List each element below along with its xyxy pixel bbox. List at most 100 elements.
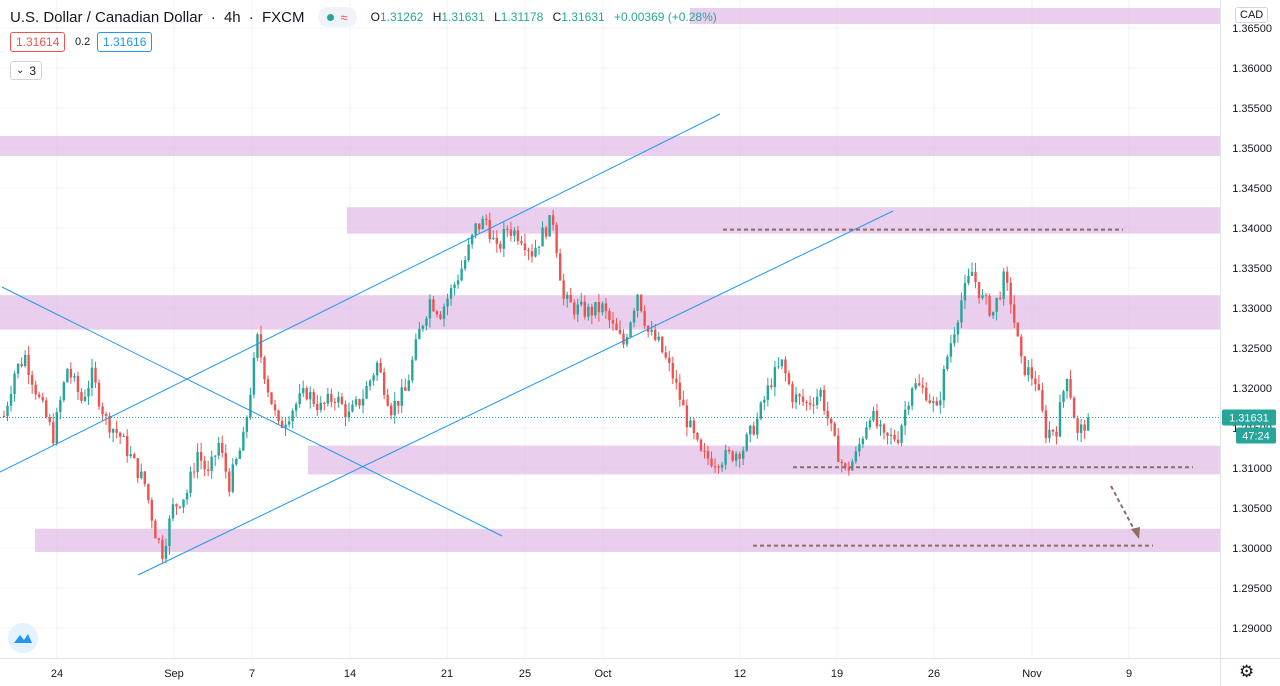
candle-body	[604, 303, 608, 312]
currency-label[interactable]: CAD	[1235, 7, 1269, 23]
candle-body	[337, 396, 340, 403]
candle-body	[720, 464, 724, 468]
candle-body	[555, 224, 558, 254]
candle-body	[495, 237, 498, 244]
y-tick-label: 1.35500	[1232, 103, 1272, 115]
candle-body	[573, 302, 576, 315]
candle-body	[801, 396, 805, 402]
candle-body	[1020, 336, 1023, 357]
candle-body	[756, 418, 759, 435]
y-tick-label: 1.29500	[1232, 583, 1272, 595]
candle-body	[914, 383, 917, 389]
symbol-name: U.S. Dollar / Canadian Dollar	[10, 8, 203, 26]
candle-body	[576, 304, 579, 315]
candle-body	[632, 310, 636, 323]
candle-body	[136, 458, 139, 479]
candle-body	[953, 334, 956, 344]
candle-body	[597, 302, 601, 313]
candle-body	[558, 253, 562, 281]
candle-body	[309, 392, 312, 400]
candle-body	[692, 420, 696, 433]
candle-body	[1069, 378, 1072, 398]
candle-body	[1034, 378, 1037, 385]
candle-body	[590, 306, 594, 316]
candle-body	[351, 404, 354, 412]
candle-body	[161, 539, 164, 559]
y-tick-label: 1.29000	[1232, 623, 1272, 635]
candle-body	[126, 436, 129, 457]
candle-body	[777, 366, 780, 368]
close-value: 1.31631	[561, 10, 605, 24]
candle-body	[738, 453, 741, 459]
interval-label: 4h	[223, 8, 241, 26]
candle-body	[168, 518, 171, 546]
y-tick-label: 1.30500	[1232, 503, 1272, 515]
candle-body	[305, 388, 308, 400]
candle-body	[752, 425, 755, 435]
candle-body	[998, 297, 1002, 299]
candle-body	[956, 322, 960, 335]
ohlc-values: O1.31262 H1.31631 L1.31178 C1.31631 +0.0…	[370, 10, 717, 24]
candle-body	[34, 384, 37, 395]
candle-body	[910, 388, 914, 406]
projection-arrow	[1110, 485, 1137, 534]
candle-body	[763, 399, 766, 403]
candle-body	[967, 275, 970, 284]
symbol-title[interactable]: U.S. Dollar / Canadian Dollar · 4h · FXC…	[10, 8, 305, 26]
market-status-pill[interactable]: ≈	[318, 7, 357, 27]
candle-body	[562, 280, 565, 299]
candle-body	[840, 461, 843, 464]
sell-button[interactable]: 1.31614	[10, 32, 66, 52]
candle-body	[94, 367, 97, 383]
candle-body	[27, 354, 30, 375]
candle-body	[506, 228, 509, 230]
candle-body	[108, 415, 111, 433]
x-tick-label: 12	[734, 668, 746, 680]
candle-body	[1086, 417, 1090, 431]
y-tick-label: 1.32000	[1232, 383, 1272, 395]
candle-body	[1044, 410, 1048, 439]
candle-body	[1072, 397, 1076, 419]
candle-body	[133, 454, 136, 459]
candle-body	[759, 402, 762, 419]
candle-body	[266, 379, 270, 393]
x-tick-label: 9	[1126, 668, 1132, 680]
candle-body	[886, 432, 889, 436]
candle-body	[717, 466, 720, 468]
candle-body	[203, 460, 206, 470]
indicators-toggle-button[interactable]: ⌄ 3	[10, 61, 43, 80]
settings-gear-icon[interactable]: ⚙	[1239, 662, 1255, 681]
x-tick-label: Oct	[594, 668, 611, 680]
candle-body	[516, 230, 520, 242]
candle-body	[189, 471, 192, 494]
candle-body	[347, 411, 351, 418]
y-tick-label: 1.31000	[1232, 463, 1272, 475]
y-tick-label: 1.35000	[1232, 143, 1272, 155]
candle-body	[981, 295, 984, 299]
candle-body	[365, 385, 368, 399]
candle-body	[685, 405, 689, 428]
candle-body	[942, 368, 946, 401]
resistance-support-zone	[35, 528, 1220, 552]
trendline	[137, 210, 894, 576]
candle-body	[259, 334, 263, 358]
candle-body	[175, 504, 178, 507]
candle-body	[611, 320, 615, 324]
candle-body	[344, 404, 347, 418]
candle-body	[446, 298, 449, 307]
candle-body	[214, 455, 217, 457]
x-tick-label: 7	[249, 668, 255, 680]
candle-body	[1083, 424, 1086, 431]
candle-body	[643, 311, 646, 326]
buy-button[interactable]: 1.31616	[97, 32, 153, 52]
candle-body	[583, 301, 586, 317]
candle-body	[439, 314, 442, 319]
candle-body	[749, 425, 752, 435]
tradingview-logo-icon[interactable]	[8, 623, 38, 653]
candle-body	[302, 388, 305, 394]
candle-body	[372, 375, 375, 381]
candle-body	[449, 287, 453, 299]
candle-body	[854, 451, 858, 462]
candle-body	[66, 368, 69, 383]
